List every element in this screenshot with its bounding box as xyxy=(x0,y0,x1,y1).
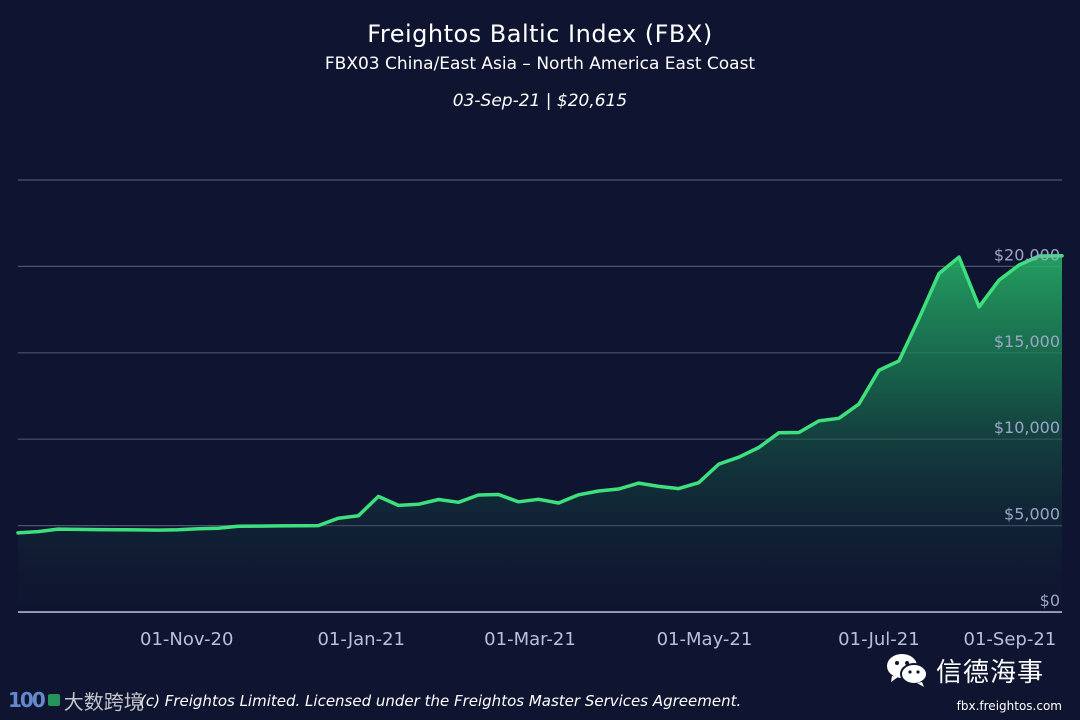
area-fill xyxy=(18,255,1062,613)
watermark-right: 信德海事 xyxy=(886,650,1044,690)
y-tick-label: $5,000 xyxy=(1004,505,1060,524)
watermark-right-text: 信德海事 xyxy=(936,657,1045,688)
y-tick-label: $0 xyxy=(1040,591,1060,610)
y-tick-label: $10,000 xyxy=(994,418,1060,437)
x-tick-label: 01-Nov-20 xyxy=(140,629,233,650)
x-axis-ticks: 01-Nov-20 01-Jan-21 01-Mar-21 01-May-21 01-J… xyxy=(140,629,1056,650)
chart-title: Freightos Baltic Index (FBX) xyxy=(367,20,713,48)
x-tick-label: 01-May-21 xyxy=(657,629,753,650)
wechat-icon xyxy=(887,654,928,687)
y-tick-label: $15,000 xyxy=(994,332,1060,351)
watermark-left-text: 大数跨境 xyxy=(63,689,144,714)
chart-subtitle: FBX03 China/East Asia – North America Ea… xyxy=(324,54,756,74)
source-url: fbx.freightos.com xyxy=(956,699,1062,713)
x-tick-label: 01-Sep-21 xyxy=(964,629,1057,650)
y-tick-label: $20,000 xyxy=(994,245,1060,264)
y-axis-ticks: $0 $5,000 $10,000 $15,000 $20,000 xyxy=(994,245,1060,610)
latest-value: 03-Sep-21 | $20,615 xyxy=(452,91,628,111)
watermark-logo-number: 100 xyxy=(8,688,46,712)
x-tick-label: 01-Jan-21 xyxy=(317,629,405,650)
watermark-left: 100 大数跨境 xyxy=(8,686,144,714)
x-tick-label: 01-Jul-21 xyxy=(838,629,920,650)
copyright-notice: (c) Freightos Limited. Licensed under th… xyxy=(140,692,742,710)
series-line-path xyxy=(16,254,1064,535)
series-area xyxy=(18,255,1062,613)
watermark-logo-square-icon xyxy=(47,694,60,706)
series-line xyxy=(16,254,1064,535)
x-tick-label: 01-Mar-21 xyxy=(484,629,576,650)
